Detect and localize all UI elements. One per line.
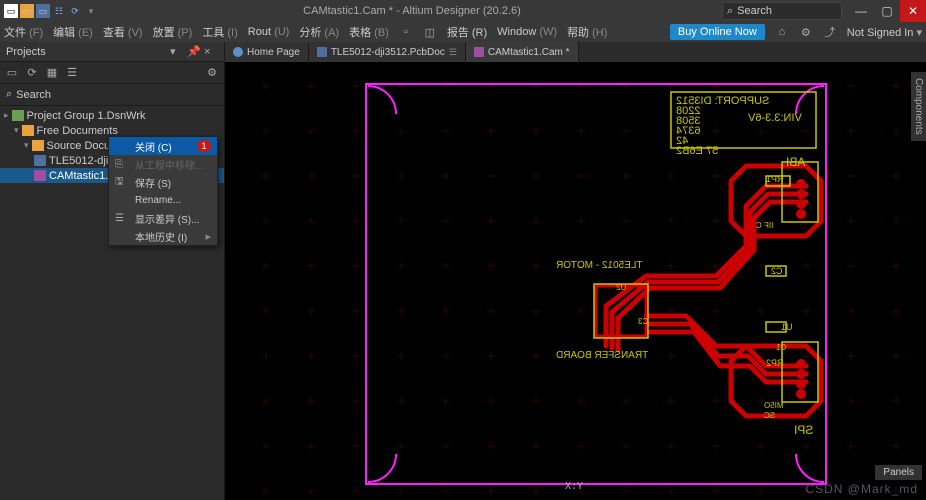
tool-grid-icon[interactable]: ▦ (44, 65, 60, 81)
home-icon[interactable]: ⌂ (775, 25, 789, 39)
menu-analysis[interactable]: 分析 (A) (299, 24, 339, 40)
panel-search[interactable]: ⌕ Search (0, 84, 224, 106)
menu-tools[interactable]: 工具 (I) (202, 24, 237, 40)
document-tabs: Home Page TLE5012-dji3512.PcbDoc ☰ CAMta… (225, 42, 926, 62)
panel-pin-icon[interactable]: 📌 (187, 45, 201, 58)
components-side-tab[interactable]: Components (911, 72, 926, 141)
tab-home[interactable]: Home Page (225, 42, 309, 62)
svg-text:TLE5012 - MOTOR: TLE5012 - MOTOR (556, 260, 643, 271)
menu-window[interactable]: Window (W) (497, 26, 557, 38)
svg-text:TRANSFER BOARD: TRANSFER BOARD (556, 350, 648, 361)
ctx-save[interactable]: 🖫保存 (S) (109, 173, 217, 191)
svg-text:RP1: RP1 (766, 174, 784, 184)
ctx-diff[interactable]: ☰显示差异 (S)... (109, 209, 217, 227)
home-icon (233, 47, 243, 57)
menu-report[interactable]: 报告 (R) (447, 24, 487, 40)
menu-rout[interactable]: Rout (U) (248, 26, 290, 38)
title-quick-icons: ▭ ▭ ▭ ☷ ⟳ ▾ (0, 4, 102, 18)
tool-tree-icon[interactable]: ▭ (4, 65, 20, 81)
svg-text:VIN:3.3-6V: VIN:3.3-6V (747, 112, 801, 124)
buy-online-button[interactable]: Buy Online Now (670, 24, 765, 40)
svg-text:SC: SC (763, 411, 774, 420)
menu-icon-2[interactable]: ◫ (423, 25, 437, 39)
gear-icon[interactable]: ⚙ (799, 25, 813, 39)
svg-text:MI5O: MI5O (764, 401, 784, 410)
pcb-icon (317, 47, 327, 57)
tree-project-group[interactable]: ▸ Project Group 1.DsnWrk (0, 108, 224, 123)
save-icon: 🖫 (115, 174, 129, 191)
close-button[interactable]: ✕ (900, 0, 926, 22)
panel-search-placeholder: Search (16, 89, 51, 101)
project-tree: ▸ Project Group 1.DsnWrk ▾ Free Document… (0, 106, 224, 500)
watermark: CSDN @Mark_md (805, 482, 918, 496)
svg-text:C3: C3 (637, 317, 648, 326)
svg-text:RP2: RP2 (766, 358, 784, 368)
maximize-button[interactable]: ▢ (874, 0, 900, 22)
menu-icon-1[interactable]: ▫ (399, 25, 413, 39)
ctx-close[interactable]: 关闭 (C) 1 (109, 137, 217, 155)
tab-pcbdoc[interactable]: TLE5012-dji3512.PcbDoc ☰ (309, 42, 466, 62)
dropdown-icon[interactable]: ▾ (84, 4, 98, 18)
xy-readout: X:Y (565, 481, 583, 492)
svg-text:C1: C1 (775, 343, 786, 352)
pcb-canvas[interactable]: SUPPORT: DI3512 2208 3508 6374 42 57 E6B… (225, 62, 926, 500)
not-signed-in[interactable]: Not Signed In ▾ (847, 26, 922, 39)
svg-text:IIF C: IIF C (755, 221, 773, 230)
svg-text:57 E6B2: 57 E6B2 (676, 145, 718, 157)
panels-button[interactable]: Panels (875, 465, 922, 480)
tab-camtastic[interactable]: CAMtastic1.Cam * (466, 42, 579, 62)
menu-view[interactable]: 查看 (V) (103, 24, 143, 40)
svg-text:U2: U2 (615, 283, 626, 292)
tool-gear-icon[interactable]: ⚙ (204, 65, 220, 81)
extra-icon-2[interactable]: ⟳ (68, 4, 82, 18)
window-title: CAMtastic1.Cam * - Altium Designer (20.2… (102, 5, 722, 17)
menu-edit[interactable]: 编辑 (E) (53, 24, 93, 40)
projects-panel: Projects ▾ 📌 × ▭ ⟳ ▦ ☰ ⚙ ⌕ Search ▸ Proj… (0, 42, 225, 500)
search-icon: ⌕ (6, 88, 12, 101)
remove-icon: ⎘ (115, 159, 129, 170)
title-search[interactable]: ⌕ Search (722, 2, 842, 20)
menu-help[interactable]: 帮助 (H) (567, 24, 607, 40)
menu-file[interactable]: 文件 (F) (4, 24, 43, 40)
ctx-rename[interactable]: Rename... (109, 191, 217, 209)
svg-text:SPI: SPI (794, 423, 813, 437)
cam-icon (474, 47, 484, 57)
context-menu: 关闭 (C) 1 ⎘从工程中移除... 🖫保存 (S) Rename... ☰显… (108, 136, 218, 246)
menu-table[interactable]: 表格 (B) (349, 24, 389, 40)
search-icon: ⌕ (727, 5, 733, 18)
svg-text:ABI: ABI (786, 155, 805, 169)
tool-refresh-icon[interactable]: ⟳ (24, 65, 40, 81)
menu-place[interactable]: 放置 (P) (153, 24, 193, 40)
panel-close-icon[interactable]: × (204, 46, 218, 58)
title-bar: ▭ ▭ ▭ ☷ ⟳ ▾ CAMtastic1.Cam * - Altium De… (0, 0, 926, 22)
panel-dropdown-icon[interactable]: ▾ (170, 45, 184, 58)
save-icon[interactable]: ▭ (36, 4, 50, 18)
panel-title: Projects (6, 46, 167, 58)
open-icon[interactable]: ▭ (20, 4, 34, 18)
new-icon[interactable]: ▭ (4, 4, 18, 18)
ctx-history[interactable]: 本地历史 (I)▸ (109, 227, 217, 245)
tool-list-icon[interactable]: ☰ (64, 65, 80, 81)
share-icon[interactable]: ⤴ (823, 25, 837, 39)
menu-bar: 文件 (F) 编辑 (E) 查看 (V) 放置 (P) 工具 (I) Rout … (0, 22, 926, 42)
svg-text:C2: C2 (771, 266, 783, 276)
extra-icon-1[interactable]: ☷ (52, 4, 66, 18)
ctx-remove[interactable]: ⎘从工程中移除... (109, 155, 217, 173)
editor-area: Home Page TLE5012-dji3512.PcbDoc ☰ CAMta… (225, 42, 926, 500)
title-search-placeholder: Search (737, 5, 772, 17)
svg-text:U1: U1 (781, 322, 793, 332)
minimize-button[interactable]: — (848, 0, 874, 22)
diff-icon: ☰ (115, 213, 129, 224)
pcb-render: SUPPORT: DI3512 2208 3508 6374 42 57 E6B… (246, 66, 906, 496)
tab-close-icon[interactable]: ☰ (449, 47, 457, 58)
